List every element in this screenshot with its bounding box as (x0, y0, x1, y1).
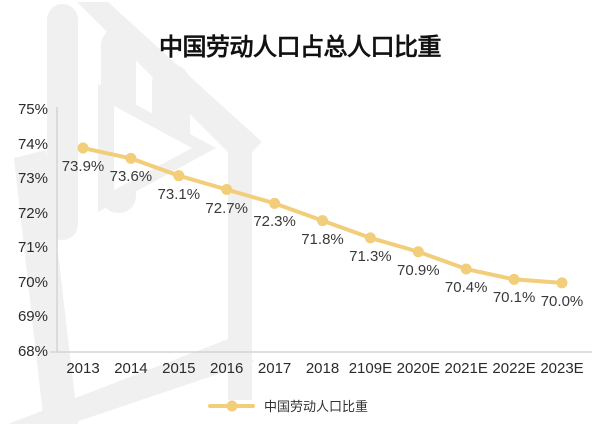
data-point-label: 70.4% (444, 279, 488, 297)
data-point-label: 70.9% (397, 261, 440, 279)
data-point-marker (364, 232, 376, 244)
data-point-marker (508, 273, 520, 285)
y-axis-tick-label: 70% (17, 273, 48, 291)
x-axis-tick-label: 2021E (444, 360, 488, 377)
chart-title: 中国劳动人口占总人口比重 (159, 34, 442, 61)
data-point-marker (412, 246, 424, 258)
y-axis-tick-label: 74% (17, 135, 48, 153)
data-point-label: 72.3% (253, 213, 296, 231)
data-point-label: 71.3% (349, 247, 392, 265)
data-point-marker (173, 170, 185, 182)
data-point-label: 70.1% (492, 289, 536, 307)
data-point-marker (460, 263, 472, 275)
x-axis-tick-label: 2013 (66, 360, 100, 377)
data-point-marker (317, 215, 328, 227)
legend: 中国劳动人口比重 (207, 396, 369, 415)
data-point-label: 73.1% (157, 185, 201, 203)
data-point-label: 73.6% (109, 168, 153, 186)
y-axis-tick-label: 73% (17, 170, 48, 188)
y-axis-tick-label: 68% (17, 343, 48, 360)
y-axis-tick-label: 72% (17, 204, 48, 222)
data-point-label: 70.0% (540, 292, 584, 310)
y-axis-tick-label: 69% (17, 308, 48, 326)
x-axis-tick-label: 2015 (162, 360, 196, 377)
data-point-label: 71.8% (301, 230, 344, 248)
x-axis-tick-label: 2023E (540, 360, 584, 377)
x-axis-tick-label: 2016 (210, 360, 244, 377)
x-axis-tick-label: 2018 (305, 360, 340, 377)
data-point-label: 73.9% (61, 158, 105, 176)
x-axis-tick-label: 2014 (114, 360, 148, 377)
x-axis-tick-label: 2017 (257, 360, 292, 377)
x-axis-tick-label: 2022E (492, 360, 536, 377)
x-axis-tick-label: 2109E (348, 360, 393, 377)
data-point-marker (77, 142, 89, 154)
y-axis-tick-label: 71% (17, 239, 48, 257)
data-point-marker (125, 152, 137, 164)
legend-line-marker-icon (207, 400, 255, 412)
data-point-marker (221, 184, 233, 196)
data-point-marker (269, 197, 281, 209)
legend-label: 中国劳动人口比重 (263, 399, 369, 414)
data-point-label: 72.7% (205, 199, 248, 217)
y-axis-tick-label: 75% (17, 101, 48, 118)
x-axis-tick-label: 2020E (396, 360, 440, 377)
data-point-marker (556, 277, 568, 289)
